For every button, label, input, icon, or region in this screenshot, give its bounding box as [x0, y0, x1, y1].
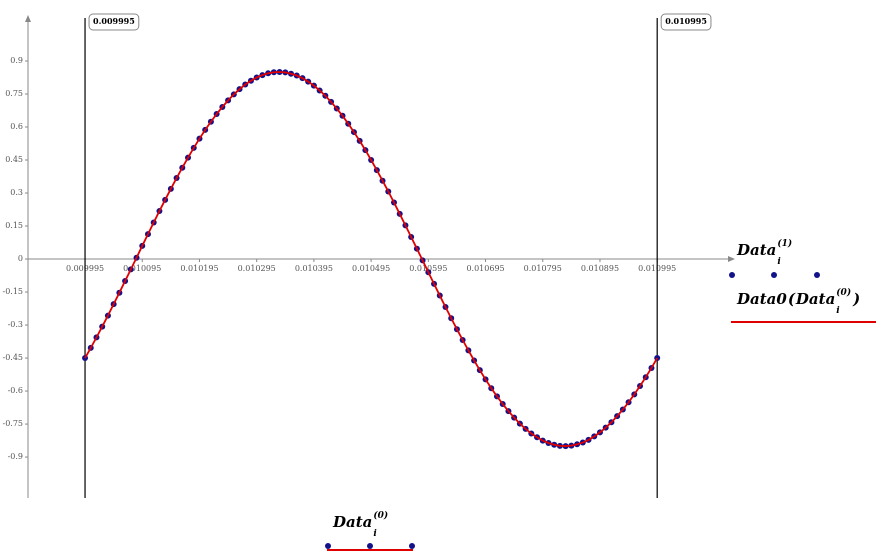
- marker-label-box: [660, 13, 712, 31]
- legend-symbol: [814, 272, 820, 278]
- y-tick-label: -0.15: [2, 287, 23, 296]
- x-tick-label: 0.010495: [352, 264, 390, 273]
- function-name: Data0: [736, 290, 787, 308]
- legend-symbol: [409, 543, 415, 549]
- y-tick-label: 0.6: [10, 122, 23, 131]
- y-tick-label: -0.75: [2, 419, 23, 428]
- x-tick-label: 0.010095: [123, 264, 161, 273]
- x-tick-label: 0.010395: [295, 264, 333, 273]
- legend-symbol: [367, 543, 373, 549]
- marker-label-box: [88, 13, 140, 31]
- y-tick-label: 0.15: [5, 221, 23, 230]
- x-tick-label: 0.010195: [180, 264, 218, 273]
- y-tick-label: -0.3: [8, 320, 23, 329]
- y-tick-label: -0.45: [2, 353, 23, 362]
- paren: (: [788, 290, 796, 308]
- x-tick-label: 0.010795: [524, 264, 562, 273]
- label-superscript: (1): [777, 238, 792, 249]
- label-subscript: i: [836, 306, 840, 316]
- label-subscript: i: [777, 257, 781, 267]
- data-line: [84, 71, 658, 447]
- y-tick-label: -0.6: [8, 386, 23, 395]
- label-base: Data: [332, 513, 372, 531]
- legend-symbol: [729, 272, 735, 278]
- x-axis-arrow: [728, 256, 735, 263]
- y-tick-label: -0.9: [8, 452, 23, 461]
- label-subscript: i: [373, 529, 377, 539]
- x-tick-label: 0.010895: [581, 264, 619, 273]
- y-tick-label: 0.75: [5, 89, 23, 98]
- y-tick-label: 0: [18, 254, 23, 263]
- paren: ): [852, 290, 860, 308]
- y-tick-label: 0.45: [5, 155, 23, 164]
- y-axis-arrow: [25, 15, 31, 22]
- legend-symbol: [771, 272, 777, 278]
- label-superscript: (0): [836, 287, 851, 298]
- x-tick-label: 0.010595: [409, 264, 447, 273]
- x-tick-label: 0.010295: [238, 264, 276, 273]
- label-base: Data: [795, 290, 835, 308]
- legend-symbol: [325, 543, 331, 549]
- y-tick-label: 0.9: [10, 56, 23, 65]
- marker-label: 0.010995: [665, 16, 707, 26]
- label-superscript: (0): [373, 510, 388, 521]
- label-base: Data: [736, 241, 776, 259]
- y-tick-label: 0.3: [10, 188, 23, 197]
- marker-label: 0.009995: [93, 16, 135, 26]
- x-tick-label: 0.010695: [466, 264, 504, 273]
